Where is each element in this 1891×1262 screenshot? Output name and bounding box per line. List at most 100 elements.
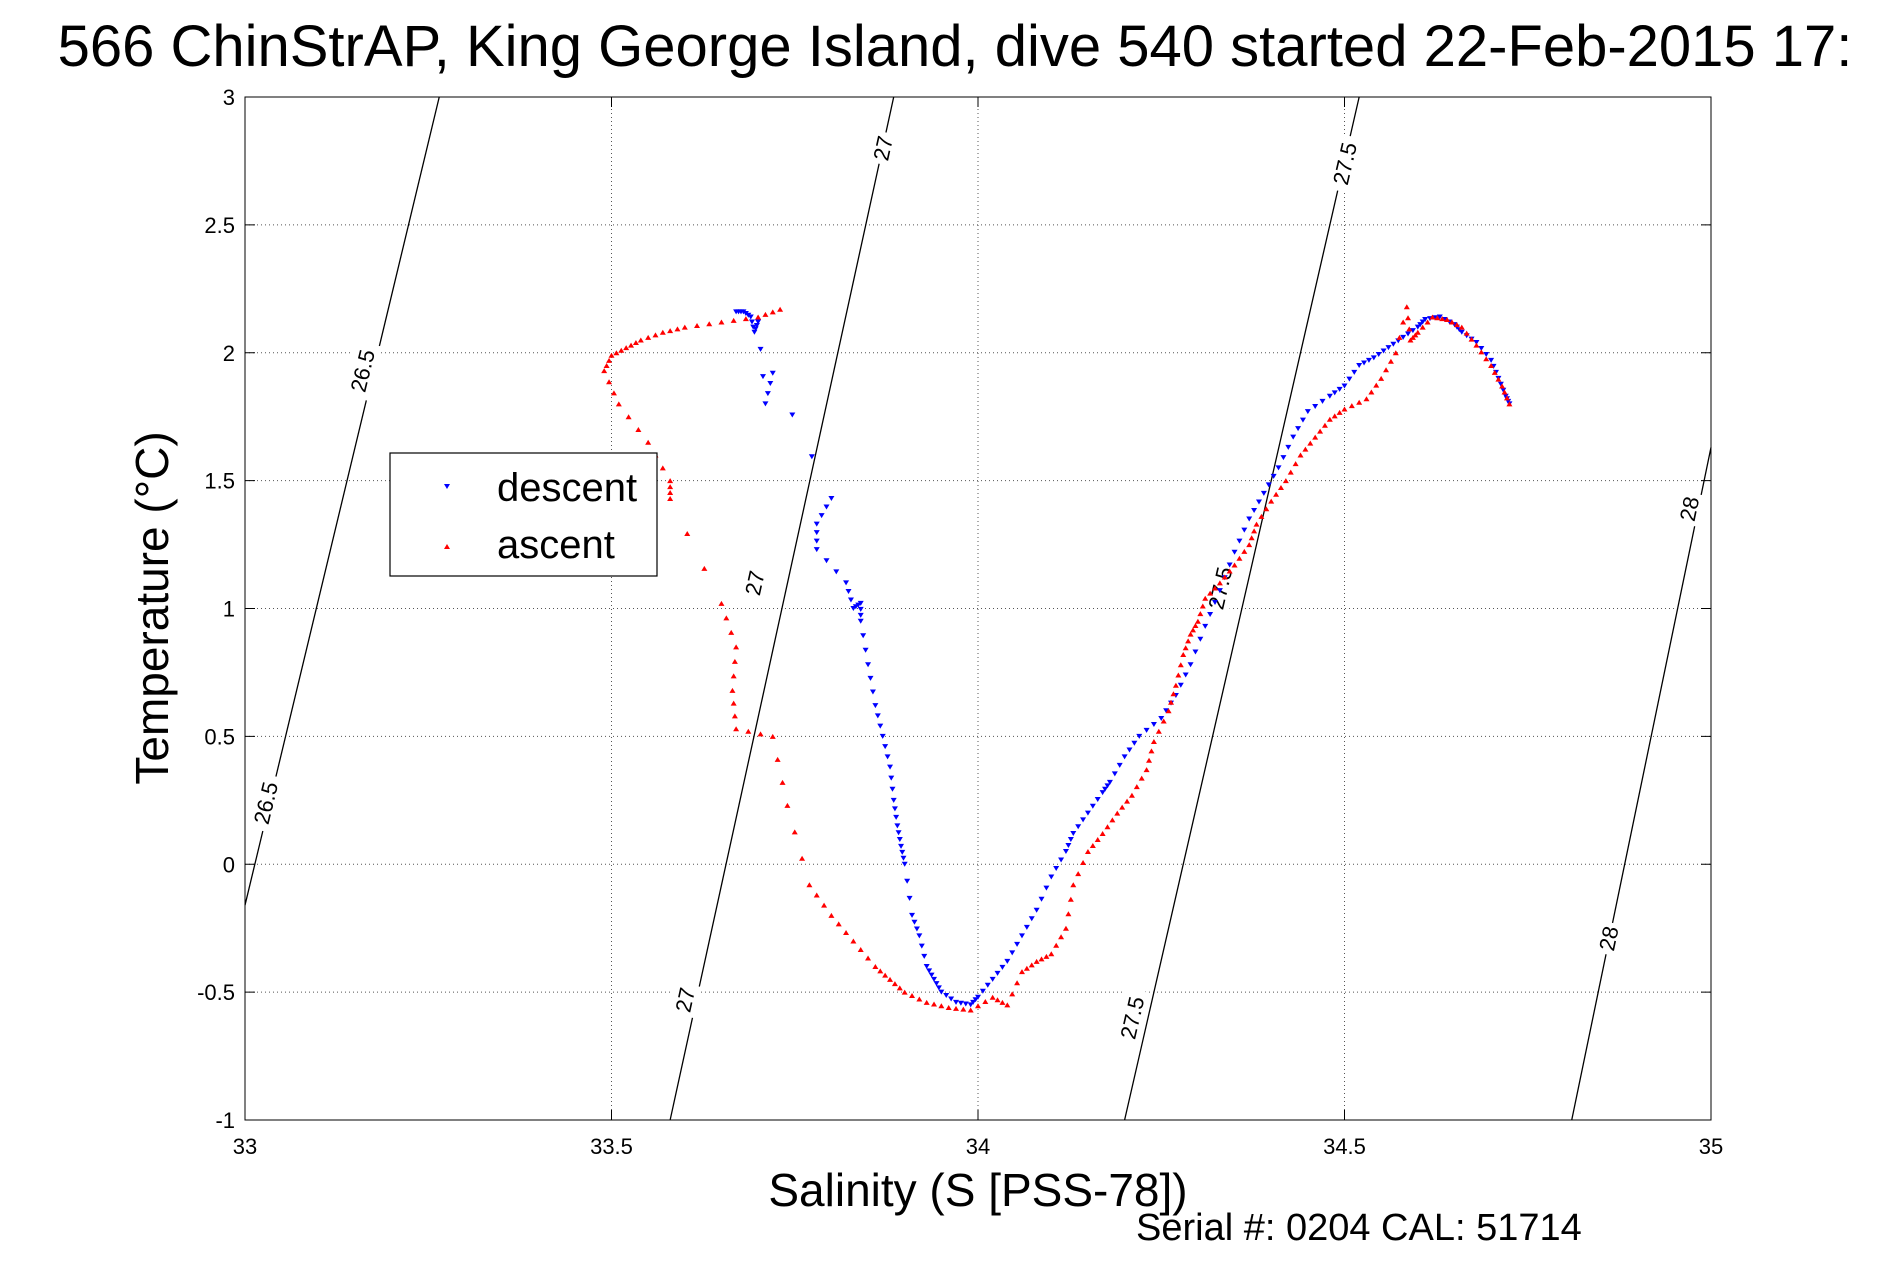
descent-point: [1131, 740, 1138, 746]
ascent-point: [1216, 580, 1223, 586]
ascent-point: [1373, 382, 1380, 388]
descent-point: [1265, 482, 1272, 488]
ascent-point: [1473, 342, 1480, 348]
contour-label-gap: [1672, 490, 1706, 528]
contour-label-gap: [1324, 133, 1365, 194]
descent-point: [1136, 733, 1143, 739]
descent-point: [1341, 383, 1348, 389]
ascent-point: [891, 981, 898, 987]
contour-label-gap: [1591, 919, 1626, 957]
ascent-point: [757, 731, 764, 737]
ascent-point: [1231, 562, 1238, 568]
y-tick-label: -1: [215, 1108, 235, 1133]
descent-point: [1111, 771, 1118, 777]
ascent-point: [1348, 403, 1355, 409]
descent-point: [888, 775, 895, 781]
descent-point: [1212, 600, 1219, 606]
data-series: [601, 304, 1513, 1013]
ascent-point: [1409, 334, 1416, 340]
ascent-point: [729, 687, 736, 693]
ascent-point: [1207, 590, 1214, 596]
descent-point: [1473, 340, 1480, 346]
ascent-point: [821, 902, 828, 908]
ascent-point: [733, 726, 740, 732]
descent-point: [989, 976, 996, 982]
y-tick-label: 2.5: [204, 213, 235, 238]
descent-point: [828, 496, 835, 502]
ascent-point: [1165, 708, 1172, 714]
descent-point: [752, 326, 759, 332]
descent-point: [755, 319, 762, 325]
ascent-point: [659, 465, 666, 471]
ascent-point: [1221, 574, 1228, 580]
descent-point: [893, 814, 900, 820]
ascent-point: [606, 357, 613, 363]
descent-point: [857, 606, 864, 612]
descent-point: [1070, 831, 1077, 837]
descent-point: [904, 878, 911, 884]
descent-point: [759, 374, 766, 380]
ascent-point: [1307, 440, 1314, 446]
descent-point: [845, 588, 852, 594]
ascent-point: [635, 426, 642, 432]
descent-point: [906, 895, 913, 901]
ascent-point: [1297, 452, 1304, 458]
descent-point: [1023, 924, 1030, 930]
ascent-point: [1251, 528, 1258, 534]
ascent-point: [1463, 330, 1470, 336]
descent-point: [911, 919, 918, 925]
descent-point: [751, 329, 758, 335]
descent-point: [1104, 783, 1111, 789]
ascent-point: [1124, 798, 1131, 804]
descent-point: [1295, 426, 1302, 432]
ascent-point: [1180, 652, 1187, 658]
ascent-point: [1138, 775, 1145, 781]
contour-label: 27: [868, 134, 898, 163]
legend-box: [389, 452, 658, 577]
ascent-point: [762, 311, 769, 317]
ascent-point: [1383, 367, 1390, 373]
ascent-point: [994, 997, 1001, 1003]
ascent-point: [701, 565, 708, 571]
contour-label: 28: [1594, 924, 1623, 953]
ascent-point: [667, 490, 674, 496]
ascent-point: [1150, 738, 1157, 744]
ascent-point: [1287, 469, 1294, 475]
axis-ticks: 33 33.5 34 34.5 35 -1 -0.5 0 0.5 1 1.5 2 2.5 3: [197, 85, 1723, 1159]
contour-label-gap: [667, 981, 702, 1019]
ascent-point: [1444, 317, 1451, 323]
legend: descent ascent: [389, 452, 658, 577]
ascent-point: [606, 379, 613, 385]
ascent-point: [1363, 396, 1370, 402]
descent-point: [1121, 754, 1128, 760]
ascent-point: [1018, 969, 1025, 975]
descent-point: [999, 964, 1006, 970]
descent-point: [899, 849, 906, 855]
ascent-point: [1170, 691, 1177, 697]
y-tick-label: 3: [223, 85, 235, 110]
ascent-point: [1099, 831, 1106, 837]
ascent-point: [901, 989, 908, 995]
ascent-point: [1277, 484, 1284, 490]
ascent-point: [1453, 322, 1460, 328]
descent-point: [1290, 434, 1297, 440]
ascent-point: [1075, 871, 1082, 877]
contour-label-gap: [737, 564, 772, 602]
ascent-point: [877, 968, 884, 974]
ascent-point: [909, 993, 916, 999]
ascent-point: [628, 342, 635, 348]
descent-point: [860, 633, 867, 639]
ascent-point: [1114, 810, 1121, 816]
ascent-point: [615, 401, 622, 407]
ascent-point: [1065, 911, 1072, 917]
ascent-point: [667, 478, 674, 484]
descent-point: [1488, 357, 1495, 363]
ascent-point: [667, 496, 674, 502]
descent-point: [1331, 390, 1338, 396]
x-tick-label: 34: [966, 1134, 990, 1159]
descent-point: [1202, 623, 1209, 629]
ascent-point: [684, 530, 691, 536]
descent-point: [843, 580, 850, 586]
ascent-point: [645, 439, 652, 445]
y-tick-label: 0: [223, 852, 235, 877]
